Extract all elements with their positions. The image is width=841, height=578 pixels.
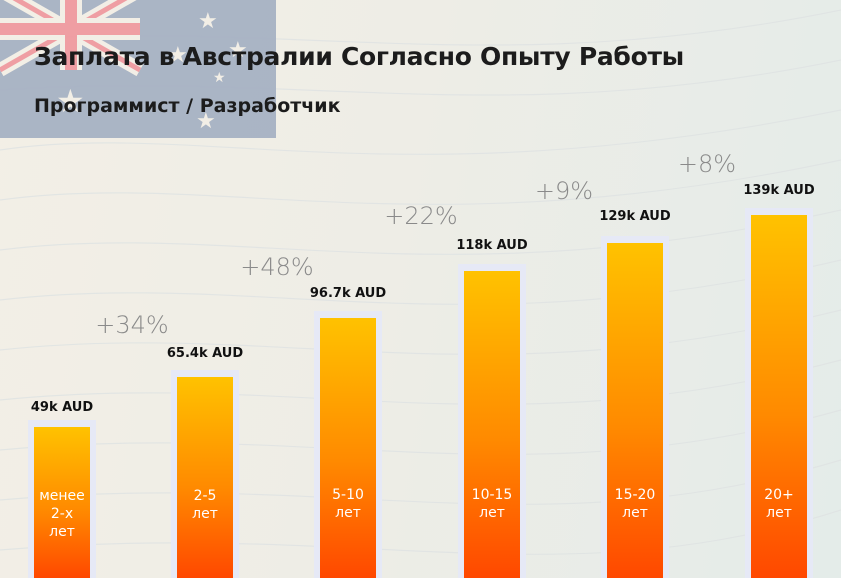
value-label: 139k AUD xyxy=(743,183,815,198)
australia-flag-image: ★ ★ ★ ★ ★ ★ xyxy=(0,0,276,138)
category-label: менее 2-х лет xyxy=(39,488,85,540)
chart-subtitle: Программист / Разработчик xyxy=(34,95,341,117)
growth-label: +8% xyxy=(677,150,737,178)
svg-text:★: ★ xyxy=(168,43,188,68)
growth-label: +22% xyxy=(384,202,458,230)
svg-text:★: ★ xyxy=(228,38,248,63)
bar-group-0: менее 2-х лет xyxy=(28,420,96,578)
category-label: 5-10 лет xyxy=(332,487,364,521)
value-label: 65.4k AUD xyxy=(166,346,244,361)
bar xyxy=(34,427,90,578)
bar-group-4: 15-20 лет xyxy=(601,236,669,578)
bar-group-1: 2-5 лет xyxy=(171,370,239,578)
growth-label: +9% xyxy=(534,177,594,205)
svg-text:★: ★ xyxy=(196,109,216,134)
growth-label: +48% xyxy=(240,253,314,281)
category-label: 10-15 лет xyxy=(471,487,513,521)
bar-group-5: 20+ лет xyxy=(745,208,813,578)
value-label: 49k AUD xyxy=(30,400,94,415)
bar xyxy=(320,318,376,578)
category-label: 2-5 лет xyxy=(192,488,218,522)
value-label: 118k AUD xyxy=(456,238,528,253)
bar xyxy=(607,243,663,578)
value-label: 96.7k AUD xyxy=(309,286,387,301)
category-label: 15-20 лет xyxy=(614,487,656,521)
bar-group-2: 5-10 лет xyxy=(314,311,382,578)
growth-label: +34% xyxy=(95,311,169,339)
flag-icon: ★ ★ ★ ★ ★ ★ xyxy=(0,0,276,138)
svg-text:★: ★ xyxy=(56,82,85,120)
bar-group-3: 10-15 лет xyxy=(458,264,526,578)
value-label: 129k AUD xyxy=(599,209,671,224)
svg-text:★: ★ xyxy=(198,9,218,34)
bar xyxy=(751,215,807,578)
svg-text:★: ★ xyxy=(213,70,226,86)
chart-title: Заплата в Австралии Согласно Опыту Работ… xyxy=(34,42,684,71)
bar xyxy=(177,377,233,578)
bar xyxy=(464,271,520,578)
category-label: 20+ лет xyxy=(764,487,794,521)
